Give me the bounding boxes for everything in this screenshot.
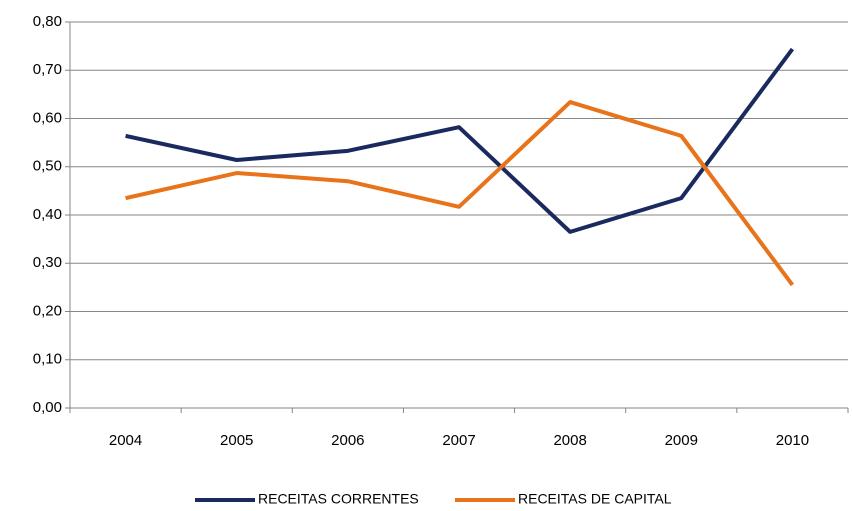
y-tick-label: 0,80	[33, 13, 62, 30]
x-tick-label: 2004	[109, 432, 142, 449]
y-tick-label: 0,60	[33, 109, 62, 126]
y-tick-label: 0,70	[33, 61, 62, 78]
y-tick-label: 0,10	[33, 351, 62, 368]
y-tick-label: 0,50	[33, 158, 62, 175]
y-tick-label: 0,20	[33, 302, 62, 319]
x-tick-label: 2010	[776, 432, 809, 449]
x-tick-label: 2007	[442, 432, 475, 449]
series-line	[125, 100, 795, 287]
x-tick-label: 2005	[220, 432, 253, 449]
x-tick-label: 2006	[331, 432, 364, 449]
series-line	[125, 47, 795, 234]
y-tick-label: 0,40	[33, 206, 62, 223]
y-tick-label: 0,30	[33, 254, 62, 271]
legend-label: RECEITAS DE CAPITAL	[518, 491, 672, 507]
x-tick-label: 2009	[665, 432, 698, 449]
x-tick-label: 2008	[553, 432, 586, 449]
legend-label: RECEITAS CORRENTES	[258, 491, 419, 507]
y-tick-label: 0,00	[33, 399, 62, 416]
